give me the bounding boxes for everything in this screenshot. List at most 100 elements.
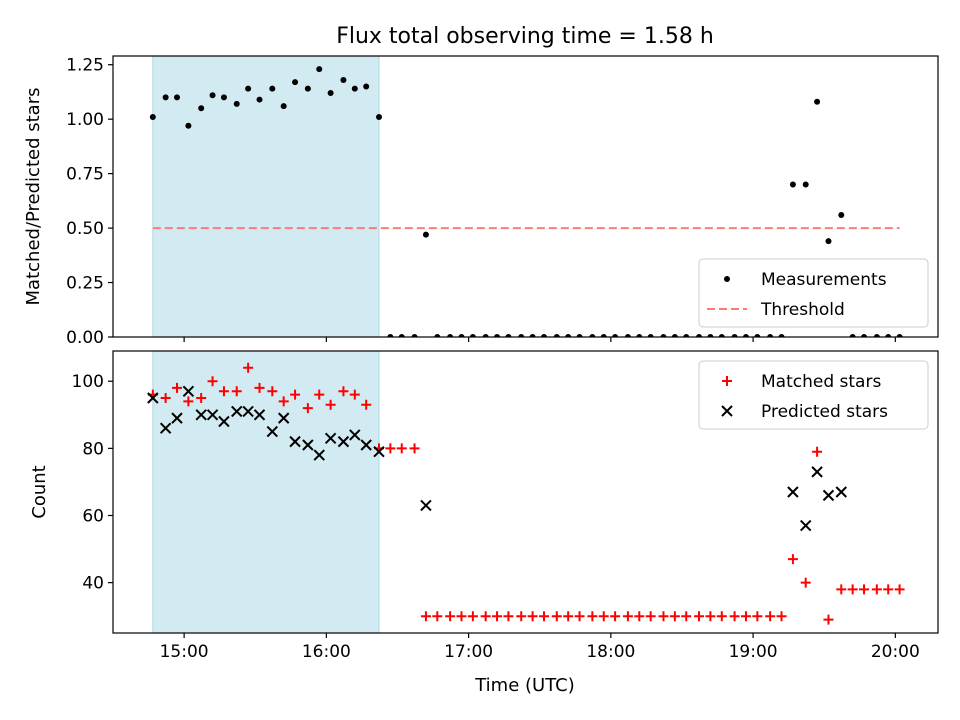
data-point xyxy=(742,334,749,337)
data-point xyxy=(647,334,654,337)
data-point xyxy=(835,486,847,498)
data-point xyxy=(610,611,621,622)
x-tick-label: 19:00 xyxy=(729,642,778,662)
data-point xyxy=(267,386,278,397)
axes-frame xyxy=(112,350,939,634)
data-point xyxy=(492,611,503,622)
data-point xyxy=(375,113,382,120)
data-point xyxy=(398,334,405,337)
x-axis-label: Time (UTC) xyxy=(474,675,575,696)
legend: Matched stars Predicted stars xyxy=(698,360,929,430)
data-point xyxy=(209,92,216,99)
data-point xyxy=(256,96,263,103)
data-point xyxy=(447,334,454,337)
data-point xyxy=(434,334,441,337)
data-point xyxy=(290,389,301,400)
legend-marker xyxy=(722,376,732,386)
data-point xyxy=(338,386,349,397)
data-point xyxy=(838,212,845,219)
data-point xyxy=(540,334,547,337)
data-point xyxy=(849,334,856,337)
legend-marker xyxy=(721,405,733,417)
data-point xyxy=(171,412,183,424)
plot-area xyxy=(149,66,903,337)
data-point xyxy=(538,611,549,622)
data-point xyxy=(576,334,583,337)
data-point xyxy=(233,100,240,107)
data-point xyxy=(587,611,598,622)
x-tick-label: 15:00 xyxy=(160,642,209,662)
data-point xyxy=(778,334,785,337)
data-point xyxy=(861,334,868,337)
data-point xyxy=(669,611,680,622)
legend-label: Threshold xyxy=(760,300,845,320)
data-point xyxy=(729,611,740,622)
y-axis-label: Matched/Predicted stars xyxy=(23,88,44,306)
data-point xyxy=(420,611,431,622)
data-point xyxy=(563,611,574,622)
data-point xyxy=(195,409,207,421)
data-point xyxy=(671,334,678,337)
data-point xyxy=(302,439,314,451)
data-point xyxy=(518,334,525,337)
data-point xyxy=(787,486,799,498)
data-point xyxy=(822,489,835,502)
data-point xyxy=(681,611,692,622)
data-point xyxy=(218,386,229,397)
y-tick-label: 0.75 xyxy=(66,165,104,185)
data-point xyxy=(716,611,727,622)
data-point xyxy=(196,393,207,403)
data-point xyxy=(456,611,467,622)
data-point xyxy=(718,334,725,337)
data-point xyxy=(313,449,325,461)
data-point xyxy=(373,446,385,458)
top-panel: 0.00 0.25 0.50 0.75 1.00 1.25 Matched/Predicte… xyxy=(23,55,939,348)
data-point xyxy=(385,443,396,454)
data-point xyxy=(183,396,194,407)
data-point xyxy=(529,334,536,337)
data-point xyxy=(767,334,774,337)
y-tick-label: 40 xyxy=(82,574,104,594)
data-point xyxy=(480,611,491,622)
x-tick-label: 16:00 xyxy=(302,642,351,662)
data-point xyxy=(360,439,372,451)
data-point xyxy=(396,443,407,454)
data-point xyxy=(304,85,311,92)
data-point xyxy=(220,94,227,101)
data-point xyxy=(634,611,645,622)
data-point xyxy=(185,122,192,129)
data-point xyxy=(409,443,420,454)
data-point xyxy=(445,611,456,622)
data-point xyxy=(277,412,290,424)
data-point xyxy=(327,90,334,97)
shaded-interval xyxy=(152,350,380,634)
data-point xyxy=(467,611,478,622)
data-point xyxy=(207,376,218,387)
data-point xyxy=(147,392,159,404)
y-tick-label: 1.00 xyxy=(66,110,104,130)
data-point xyxy=(494,334,501,337)
data-point xyxy=(302,403,313,414)
data-point xyxy=(174,94,181,101)
series-matched-stars xyxy=(147,362,905,625)
data-point xyxy=(802,181,809,188)
data-point xyxy=(885,334,892,337)
data-point xyxy=(160,393,171,403)
legend-label: Predicted stars xyxy=(761,402,888,422)
data-point xyxy=(800,519,812,532)
bottom-panel: 15:00 16:00 17:00 18:00 19:00 20:00 40 60 80 100 C… xyxy=(29,350,939,662)
data-point xyxy=(811,466,823,478)
legend-box xyxy=(698,360,929,430)
data-point xyxy=(752,611,763,622)
data-point xyxy=(847,584,858,595)
x-tick-label: 18:00 xyxy=(586,642,635,662)
data-point xyxy=(527,611,538,622)
data-point xyxy=(363,83,370,90)
data-point xyxy=(660,334,667,337)
data-point xyxy=(871,584,882,595)
data-point xyxy=(266,425,279,438)
axes-frame xyxy=(112,55,939,338)
plot-area xyxy=(147,362,905,625)
